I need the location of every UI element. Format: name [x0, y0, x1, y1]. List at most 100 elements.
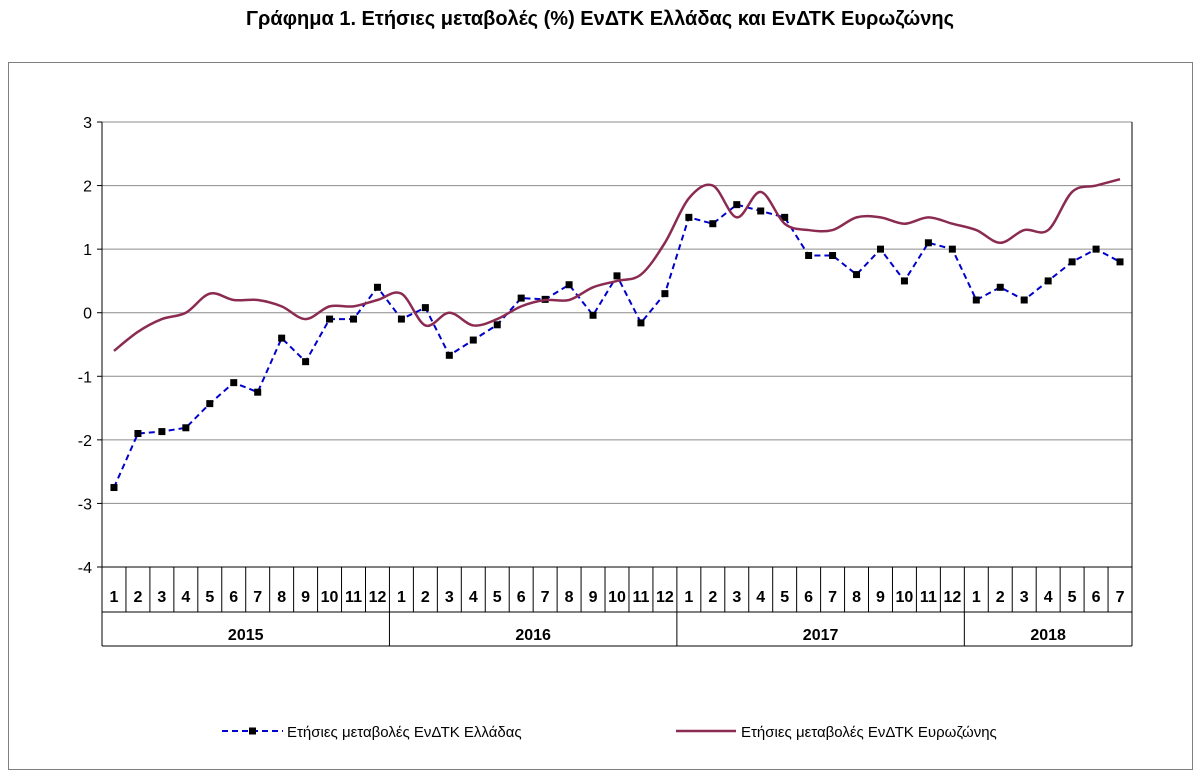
y-tick-label: 2 [83, 179, 92, 196]
series-greece-point [924, 239, 932, 247]
series-greece-point [469, 336, 477, 344]
series-greece-point [613, 272, 621, 280]
series-greece-point [661, 290, 669, 298]
series-greece-line [113, 203, 1121, 488]
x-month-label: 9 [589, 589, 598, 606]
x-month-label: 3 [157, 589, 166, 606]
series-greece-point [158, 428, 166, 436]
x-month-label: 1 [397, 589, 406, 606]
x-month-label: 8 [565, 589, 574, 606]
y-tick-label: -2 [78, 433, 92, 450]
x-month-label: 3 [445, 589, 454, 606]
x-month-label: 4 [469, 589, 478, 606]
chart-frame [8, 62, 1193, 770]
series-greece-point [254, 388, 262, 396]
x-month-label: 11 [632, 589, 649, 606]
x-month-label: 10 [608, 589, 626, 606]
x-month-label: 6 [229, 589, 238, 606]
x-month-label: 9 [876, 589, 885, 606]
x-month-label: 10 [896, 589, 914, 606]
series-greece-point [1116, 258, 1124, 266]
x-month-label: 1 [684, 589, 693, 606]
series-greece-point [1044, 277, 1052, 285]
y-tick-label: 3 [83, 115, 92, 132]
series-greece-point [278, 334, 286, 342]
x-month-label: 4 [756, 589, 765, 606]
x-month-label: 6 [1092, 589, 1101, 606]
y-tick-label: -4 [78, 560, 92, 577]
series-greece-point [302, 358, 310, 366]
x-month-label: 5 [780, 589, 789, 606]
series-group [110, 178, 1124, 492]
series-greece-point [829, 252, 837, 259]
series-greece-point [685, 213, 693, 221]
x-month-label: 3 [1020, 589, 1029, 606]
x-month-label: 1 [110, 589, 119, 606]
x-month-label: 2 [708, 589, 717, 606]
series-greece-point [1068, 258, 1076, 266]
series-greece-point [757, 207, 765, 215]
x-month-label: 8 [277, 589, 286, 606]
x-month-label: 12 [369, 589, 387, 606]
x-month-label: 12 [656, 589, 674, 606]
series-greece-point [397, 315, 405, 323]
axes [97, 121, 1133, 647]
legend: Ετήσιες μεταβολές ΕνΔΤΚ Ελλάδας Ετήσιες μ… [222, 724, 997, 741]
series-greece-point [996, 283, 1004, 291]
series-greece-point [230, 379, 238, 387]
series-eurozone-line [113, 178, 1121, 352]
series-greece-point [853, 271, 861, 279]
series-greece-point [182, 424, 190, 432]
x-year-label: 2015 [228, 627, 264, 644]
series-greece-point [709, 220, 717, 228]
x-month-label: 2 [996, 589, 1005, 606]
series-greece-point [493, 321, 501, 329]
x-month-label: 5 [205, 589, 214, 606]
series-greece-point [876, 245, 884, 253]
legend-greece-label: Ετήσιες μεταβολές ΕνΔΤΚ Ελλάδας [287, 724, 522, 741]
x-month-label: 8 [852, 589, 861, 606]
series-greece-point [110, 484, 118, 492]
x-year-label: 2017 [803, 627, 839, 644]
series-greece-point [589, 311, 597, 319]
x-month-label: 10 [321, 589, 339, 606]
series-greece-point [900, 277, 908, 285]
series-greece-point [948, 245, 956, 253]
series-greece-point [565, 281, 573, 289]
series-greece-point [972, 296, 980, 304]
legend-eurozone-label: Ετήσιες μεταβολές ΕνΔΤΚ Ευρωζώνης [741, 724, 997, 741]
x-month-label: 3 [732, 589, 741, 606]
x-year-label: 2016 [515, 627, 551, 644]
x-month-label: 6 [517, 589, 526, 606]
x-month-label: 11 [345, 589, 362, 606]
chart-title: Γράφημα 1. Ετήσιες μεταβολές (%) ΕνΔΤΚ Ε… [246, 8, 954, 30]
series-greece-point [350, 315, 358, 323]
x-month-label: 2 [421, 589, 430, 606]
series-greece-point [373, 283, 381, 291]
series-greece-point [733, 201, 741, 209]
x-month-label: 12 [943, 589, 961, 606]
legend-greece-marker [249, 727, 256, 735]
x-month-label: 7 [828, 589, 837, 606]
x-month-label: 4 [1044, 589, 1053, 606]
series-greece-point [517, 294, 525, 302]
series-greece-point [206, 400, 214, 408]
series-greece-point [781, 213, 789, 221]
x-month-label: 5 [493, 589, 502, 606]
series-greece-point [134, 430, 142, 437]
x-year-label: 2018 [1030, 627, 1066, 644]
series-greece-point [637, 319, 645, 327]
gridlines [102, 121, 1132, 568]
y-tick-labels: 3 2 1 0 -1 -2 -3 -4 [78, 115, 92, 577]
x-month-label: 4 [181, 589, 190, 606]
x-month-label: 1 [972, 589, 981, 606]
y-tick-label: -3 [78, 496, 92, 513]
x-month-labels: 1 2 3 4 5 6 7 8 9 10 11 12 1 2 3 4 5 6 7 8 9 10 11 12 1 2 3 4 5 6 7 8 9 1… [110, 589, 1125, 606]
y-tick-label: -1 [78, 369, 92, 386]
x-month-label: 7 [253, 589, 262, 606]
x-month-label: 2 [133, 589, 142, 606]
x-month-label: 7 [541, 589, 550, 606]
y-tick-label: 1 [83, 242, 92, 259]
x-month-label: 9 [301, 589, 310, 606]
